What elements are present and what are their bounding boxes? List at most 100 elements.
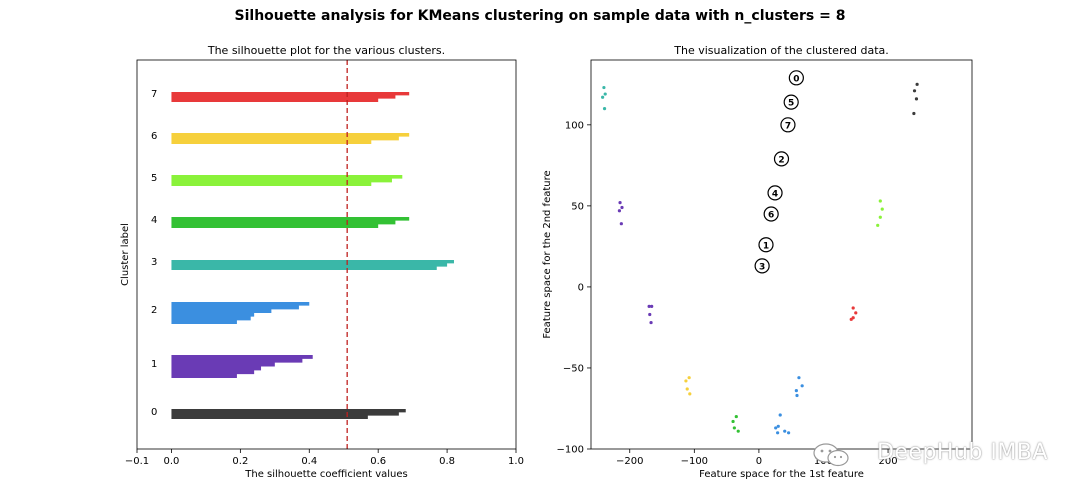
cluster-center-marker (780, 117, 796, 133)
silhouette-band (171, 217, 410, 228)
y-tick-label: 0 (578, 282, 584, 293)
data-point (776, 424, 780, 428)
silhouette-x-axis-label: The silhouette coefficient values (244, 469, 408, 480)
cluster-center-marker (783, 94, 799, 110)
x-tick-label: −0.1 (125, 456, 149, 467)
cluster-label: 1 (151, 359, 157, 370)
cluster-center-label: 3 (759, 262, 765, 272)
data-point (601, 95, 605, 99)
cluster-center-label: 4 (772, 189, 778, 199)
data-point (684, 379, 688, 383)
cluster-center-marker (754, 258, 770, 274)
silhouette-band (171, 92, 410, 102)
data-point (734, 414, 738, 419)
scatter-axes-frame (590, 59, 973, 450)
scatter-y-axis-label: Feature space for the 2nd feature (542, 170, 553, 338)
cluster-label: 0 (151, 407, 157, 418)
cluster-center-label: 1 (763, 241, 769, 251)
data-point (876, 223, 880, 227)
data-point (794, 389, 798, 393)
silhouette-y-axis-label: Cluster label (120, 223, 131, 286)
cluster-label: 6 (151, 131, 157, 142)
cluster-label: 2 (151, 305, 157, 316)
silhouette-band (171, 175, 403, 186)
cluster-center-marker (767, 185, 783, 201)
data-point (731, 419, 735, 424)
data-point (878, 215, 882, 219)
x-tick-label: −100 (681, 456, 708, 467)
data-point (602, 107, 607, 111)
silhouette-axes-frame (136, 59, 517, 450)
x-tick-label: 0.8 (439, 456, 455, 467)
cluster-center-marker (758, 237, 774, 253)
silhouette-band (171, 409, 406, 419)
y-tick-label: −50 (563, 363, 584, 374)
cluster-label: 4 (151, 215, 157, 226)
y-tick-label: 100 (565, 120, 584, 131)
data-point (648, 312, 652, 317)
data-point (732, 426, 736, 430)
data-point (880, 207, 884, 211)
x-tick-label: −200 (616, 456, 643, 467)
figure-suptitle: Silhouette analysis for KMeans clusterin… (234, 8, 846, 24)
data-point (649, 320, 653, 325)
x-tick-label: 200 (879, 456, 898, 467)
cluster-center-label: 6 (768, 210, 774, 220)
scatter-x-axis-label: Feature space for the 1st feature (699, 469, 864, 480)
cluster-label: 3 (151, 257, 157, 268)
data-point (800, 384, 804, 388)
data-point (736, 429, 740, 433)
wechat-logo-icon (813, 443, 849, 467)
data-point (912, 89, 917, 93)
data-point (647, 304, 651, 308)
x-tick-label: 0.0 (164, 456, 180, 467)
data-point (797, 376, 801, 380)
data-point (618, 201, 622, 205)
data-point (778, 413, 782, 417)
data-point (783, 429, 787, 433)
x-tick-label: 0.2 (232, 456, 248, 467)
data-point (650, 304, 654, 308)
cluster-center-label: 7 (785, 121, 791, 131)
data-point (602, 85, 606, 90)
data-point (914, 97, 919, 101)
cluster-center-label: 5 (788, 99, 794, 109)
scatter-plot-title: The visualization of the clustered data. (673, 44, 889, 57)
data-point (617, 209, 622, 213)
data-point (776, 431, 780, 435)
silhouette-band (171, 133, 410, 144)
data-point (851, 306, 855, 310)
x-tick-label: 0.4 (301, 456, 317, 467)
x-tick-label: 1.0 (508, 456, 524, 467)
data-point (915, 82, 919, 86)
silhouette-band (171, 260, 454, 270)
y-tick-label: 50 (571, 201, 584, 212)
cluster-label: 7 (151, 89, 157, 100)
y-tick-label: −100 (557, 445, 584, 456)
data-point (774, 426, 778, 430)
data-point (685, 387, 689, 391)
cluster-center-marker (763, 206, 779, 222)
cluster-center-marker (788, 70, 804, 86)
cluster-center-marker (773, 151, 790, 167)
data-point (688, 392, 692, 396)
data-point (620, 205, 624, 210)
silhouette-band (171, 355, 313, 378)
cluster-center-label: 0 (793, 74, 799, 84)
watermark-text: DeepHub IMBA (876, 440, 1048, 465)
cluster-label: 5 (151, 173, 157, 184)
cluster-center-label: 2 (778, 155, 784, 165)
data-point (687, 376, 691, 380)
x-tick-label: 0 (756, 456, 762, 467)
data-point (795, 393, 799, 398)
data-point (849, 317, 853, 321)
silhouette-band (171, 302, 310, 324)
data-point (912, 111, 916, 116)
data-point (854, 311, 858, 315)
silhouette-plot-title: The silhouette plot for the various clus… (207, 44, 445, 57)
data-point (878, 199, 882, 203)
data-point (603, 92, 607, 96)
data-point (619, 222, 623, 226)
data-point (787, 431, 791, 435)
